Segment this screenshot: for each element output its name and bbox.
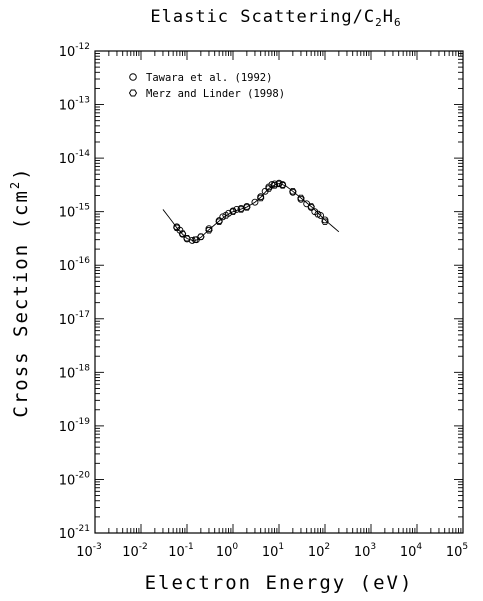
data-point-circle (257, 193, 265, 201)
data-point-circle (271, 180, 278, 188)
y-tick-label: 10-12 (59, 42, 90, 60)
y-tick-label: 10-17 (59, 310, 90, 328)
data-point-hexagon (229, 208, 237, 215)
tick-marks (94, 51, 463, 534)
legend-circle-marker (129, 73, 137, 81)
data-point-hexagon (183, 234, 191, 242)
y-tick-label: 10-21 (59, 524, 90, 542)
y-tick-labels: 10-21 10-20 10-19 10-18 10-17 10-16 10-15 10-14… (59, 42, 91, 542)
x-tick-label: 102 (308, 542, 330, 560)
data-point-hexagon (297, 194, 305, 202)
data-point-hexagon (173, 224, 181, 232)
chart-title-sub1: 2 (375, 16, 383, 29)
fit-curve (162, 183, 340, 241)
fit-curve-layer (162, 183, 340, 241)
y-tick-label: 10-13 (59, 96, 90, 114)
x-tick-label: 103 (354, 542, 376, 560)
y-axis-label-sup: 2 (8, 180, 22, 189)
data-point-circle (233, 205, 241, 213)
y-axis-label-main: Cross Section (cm (10, 189, 32, 417)
data-point-hexagon (307, 203, 315, 210)
data-point-hexagon (289, 188, 297, 195)
legend: Tawara et al. (1992) Merz and Linder (19… (128, 72, 285, 100)
data-point-hexagon (215, 218, 223, 225)
x-tick-label: 100 (216, 542, 239, 560)
data-markers (173, 179, 329, 244)
y-tick-label: 10-14 (59, 149, 91, 167)
legend-label-merz: Merz and Linder (1998) (146, 88, 285, 100)
x-tick-label: 105 (446, 542, 468, 560)
plot-frame (94, 50, 464, 534)
data-point-hexagon (278, 182, 287, 189)
x-tick-label: 10-2 (122, 542, 148, 560)
y-tick-label: 10-15 (59, 203, 90, 221)
chart-title-sub2: 6 (394, 16, 402, 29)
y-axis-label: Cross Section (cm2) (8, 166, 32, 417)
data-point-circle (251, 198, 259, 206)
x-tick-label: 10-1 (168, 542, 194, 560)
legend-label-tawara: Tawara et al. (1992) (146, 72, 272, 84)
x-tick-label: 101 (262, 542, 284, 560)
data-point-hexagon (178, 230, 187, 237)
data-point-circle (297, 195, 305, 203)
data-point-circle (219, 213, 227, 221)
x-tick-labels: 10-3 10-2 10-1 100 101 102 103 104 105 (76, 542, 468, 560)
data-point-circle (321, 216, 329, 224)
chart-title-main: Elastic Scattering/C (150, 7, 375, 27)
data-point-hexagon (265, 185, 273, 192)
x-tick-label: 104 (400, 542, 423, 560)
data-point-hexagon (321, 218, 329, 225)
data-point-hexagon (243, 204, 251, 211)
x-tick-label: 10-3 (76, 542, 102, 560)
chart-title: Elastic Scattering/C2H6 (150, 7, 401, 29)
data-point-hexagon (237, 206, 245, 213)
chart-title-mid: H (383, 7, 394, 27)
legend-hexagon-marker (128, 89, 138, 97)
data-point-circle (205, 225, 213, 233)
data-point-hexagon (197, 233, 205, 240)
x-axis-label: Electron Energy (eV) (145, 572, 414, 594)
y-axis-label-end: ) (10, 166, 32, 179)
y-tick-label: 10-19 (59, 417, 91, 435)
data-point-hexagon (314, 210, 322, 218)
y-tick-label: 10-16 (59, 256, 91, 274)
data-point-hexagon (191, 236, 199, 243)
y-tick-label: 10-18 (59, 363, 91, 381)
data-point-hexagon (205, 227, 213, 234)
data-point-hexagon (256, 194, 265, 202)
data-point-hexagon (222, 212, 230, 219)
y-tick-label: 10-20 (59, 470, 91, 488)
